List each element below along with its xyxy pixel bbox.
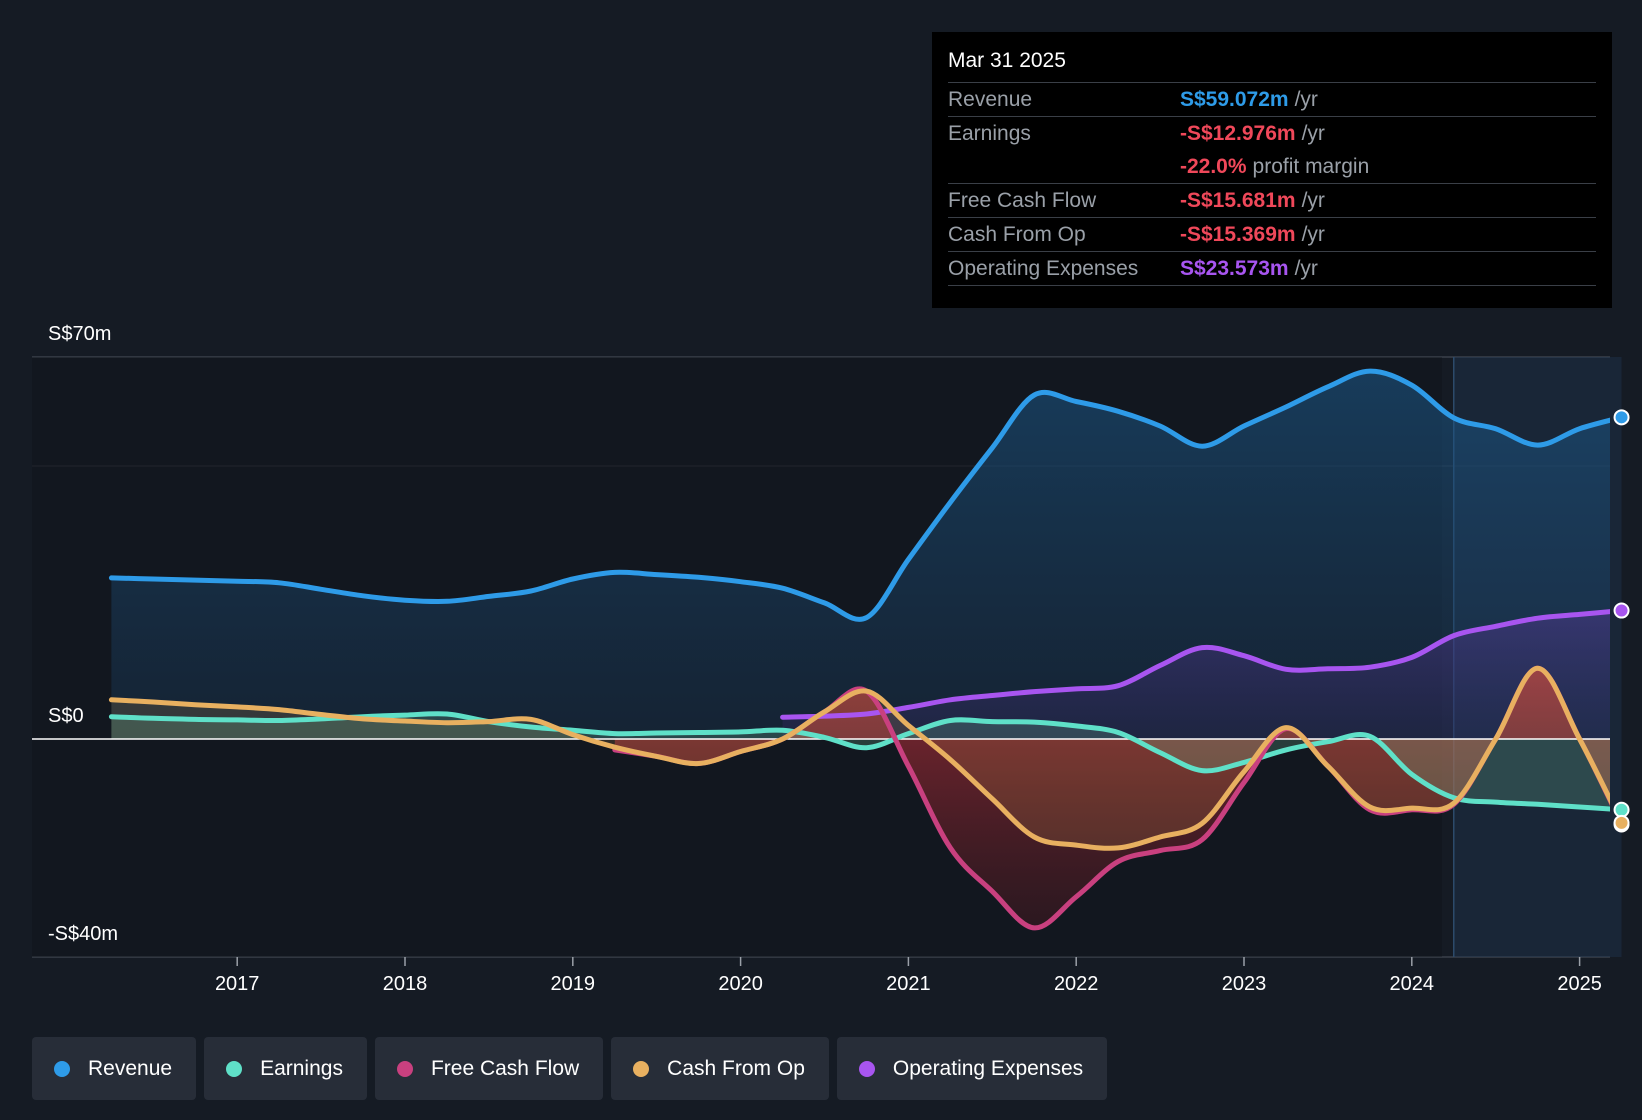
cash-from-op-area bbox=[111, 668, 1610, 849]
tooltip-value: S$59.072m bbox=[1180, 88, 1289, 111]
earnings-endpoint[interactable] bbox=[1613, 801, 1630, 818]
legend-label: Revenue bbox=[88, 1056, 173, 1080]
x-tick-label: 2020 bbox=[718, 973, 763, 995]
legend-item-operating-expenses[interactable]: Operating Expenses bbox=[836, 1037, 1108, 1100]
chart-plot: S$70m S$0 -S$40m 2017 2018 2019 2020 2021 202… bbox=[32, 323, 1630, 995]
legend-label: Cash From Op bbox=[667, 1056, 805, 1080]
x-tick-label: 2018 bbox=[383, 973, 428, 995]
legend-item-revenue[interactable]: Revenue bbox=[32, 1037, 197, 1100]
tooltip-row-margin: -22.0% profit margin bbox=[948, 150, 1596, 184]
operating-expenses-line bbox=[780, 609, 1610, 720]
cash-from-op-endpoint[interactable] bbox=[1613, 814, 1630, 831]
tooltip-unit: /yr bbox=[1301, 122, 1325, 145]
free-cash-flow-area bbox=[614, 668, 1610, 928]
earnings-area bbox=[111, 713, 1610, 810]
legend-dot-icon bbox=[633, 1060, 650, 1077]
tooltip-row-earnings: Earnings -S$12.976m /yr bbox=[948, 117, 1596, 150]
tooltip-label: Cash From Op bbox=[948, 223, 1086, 246]
tooltip-spacer bbox=[948, 150, 1180, 183]
y-label-bottom: -S$40m bbox=[48, 923, 118, 945]
tooltip-label: Free Cash Flow bbox=[948, 189, 1097, 212]
revenue-area bbox=[111, 371, 1610, 739]
tooltip-row-cfo: Cash From Op -S$15.369m /yr bbox=[948, 218, 1596, 252]
tooltip-value: -S$12.976m bbox=[1180, 122, 1296, 145]
x-tick-label: 2025 bbox=[1557, 973, 1602, 995]
y-label-top: S$70m bbox=[48, 323, 111, 345]
legend-dot-icon bbox=[858, 1060, 875, 1077]
tooltip-unit: /yr bbox=[1301, 189, 1325, 212]
tooltip-row-revenue: Revenue S$59.072m /yr bbox=[948, 83, 1596, 117]
legend-label: Earnings bbox=[260, 1056, 343, 1080]
cash-from-op-line bbox=[108, 665, 1610, 851]
x-tick-label: 2021 bbox=[886, 973, 931, 995]
operating-expenses-area bbox=[782, 611, 1610, 739]
x-tick-label: 2019 bbox=[551, 973, 596, 995]
tooltip-panel: Mar 31 2025 Revenue S$59.072m /yr Earnin… bbox=[932, 32, 1612, 308]
legend-dot-icon bbox=[396, 1060, 413, 1077]
legend: Revenue Earnings Free Cash Flow Cash Fro… bbox=[32, 1037, 1108, 1100]
x-tick-label: 2024 bbox=[1390, 973, 1435, 995]
x-tick-label: 2017 bbox=[215, 973, 260, 995]
tooltip-date: Mar 31 2025 bbox=[948, 46, 1596, 83]
tooltip-label: Earnings bbox=[948, 122, 1031, 145]
tooltip-value: -S$15.681m bbox=[1180, 189, 1296, 212]
tooltip-value: -S$15.369m bbox=[1180, 223, 1296, 246]
tooltip-row-opex: Operating Expenses S$23.573m /yr bbox=[948, 252, 1596, 286]
tooltip-label: Operating Expenses bbox=[948, 257, 1139, 280]
tooltip-unit: /yr bbox=[1301, 223, 1325, 246]
tooltip-unit: profit margin bbox=[1252, 155, 1370, 178]
operating-expenses-endpoint[interactable] bbox=[1613, 602, 1630, 619]
tooltip-value: S$23.573m bbox=[1180, 257, 1289, 280]
tooltip-unit: /yr bbox=[1294, 257, 1318, 280]
legend-item-free-cash-flow[interactable]: Free Cash Flow bbox=[374, 1037, 604, 1100]
legend-item-earnings[interactable]: Earnings bbox=[204, 1037, 367, 1100]
y-label-zero: S$0 bbox=[48, 705, 84, 727]
tooltip-label: Revenue bbox=[948, 88, 1033, 111]
legend-dot-icon bbox=[226, 1060, 243, 1077]
revenue-line bbox=[108, 368, 1610, 622]
x-tick-label: 2022 bbox=[1054, 973, 1099, 995]
legend-item-cash-from-op[interactable]: Cash From Op bbox=[611, 1037, 829, 1100]
x-tick-label: 2023 bbox=[1222, 973, 1267, 995]
legend-dot-icon bbox=[54, 1060, 70, 1077]
revenue-endpoint[interactable] bbox=[1613, 409, 1630, 426]
tooltip-unit: /yr bbox=[1294, 88, 1318, 111]
tooltip-value: -22.0% bbox=[1180, 155, 1247, 178]
legend-label: Operating Expenses bbox=[892, 1056, 1084, 1080]
legend-label: Free Cash Flow bbox=[430, 1056, 580, 1080]
tooltip-row-fcf: Free Cash Flow -S$15.681m /yr bbox=[948, 184, 1596, 218]
